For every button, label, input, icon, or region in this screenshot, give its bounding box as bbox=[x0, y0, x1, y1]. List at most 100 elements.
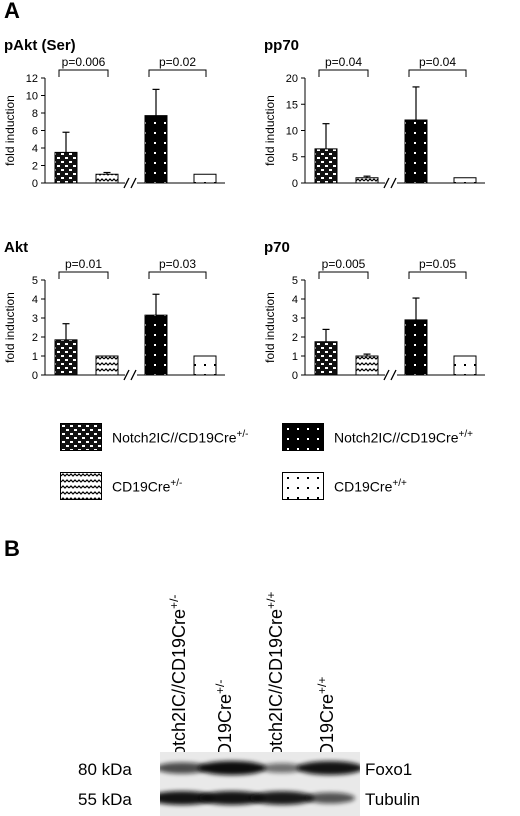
bar bbox=[404, 119, 428, 184]
western-blot-image bbox=[160, 752, 360, 816]
y-tick-label: 0 bbox=[32, 178, 38, 190]
significance-bracket bbox=[148, 69, 207, 77]
blot-band bbox=[160, 791, 216, 805]
y-tick-label: 1 bbox=[292, 351, 298, 363]
significance-bracket bbox=[148, 271, 207, 279]
axis-break-mark bbox=[130, 177, 137, 189]
bar bbox=[144, 314, 168, 376]
axis-break-mark bbox=[383, 369, 390, 381]
axis-break-mark bbox=[123, 369, 130, 381]
legend-swatch-checker bbox=[60, 423, 102, 451]
lane-label-3: Notch2IC//CD19Cre+/+ bbox=[264, 591, 286, 769]
axis-break-mark bbox=[130, 369, 137, 381]
marker-80kda: 80 kDa bbox=[78, 760, 132, 779]
y-tick-label: 8 bbox=[32, 108, 38, 120]
p-value-label: p=0.03 bbox=[159, 257, 196, 271]
blot-band bbox=[260, 763, 304, 773]
axis-break-mark bbox=[123, 177, 130, 189]
axis-break-mark bbox=[390, 177, 397, 189]
y-tick-label: 6 bbox=[32, 126, 38, 138]
legend-label: CD19Cre+/- bbox=[112, 477, 183, 495]
bar bbox=[193, 355, 217, 376]
y-axis-label: fold induction bbox=[3, 95, 17, 166]
blot-band bbox=[198, 761, 266, 775]
chart-title: Akt bbox=[4, 239, 28, 256]
bar bbox=[193, 173, 217, 184]
y-tick-label: 3 bbox=[32, 313, 38, 325]
blot-band bbox=[305, 792, 355, 804]
p-value-label: p=0.006 bbox=[62, 55, 106, 69]
y-tick-label: 10 bbox=[26, 91, 38, 103]
y-tick-label: 2 bbox=[292, 332, 298, 344]
panel-a-letter: A bbox=[4, 0, 20, 23]
p-value-label: p=0.04 bbox=[325, 55, 362, 69]
y-tick-label: 12 bbox=[26, 73, 38, 85]
legend-swatch-dots-dark bbox=[282, 423, 324, 451]
y-tick-label: 5 bbox=[292, 275, 298, 287]
p-value-label: p=0.02 bbox=[159, 55, 196, 69]
significance-bracket bbox=[408, 69, 467, 77]
bar bbox=[314, 341, 338, 376]
bar bbox=[355, 355, 379, 376]
significance-bracket bbox=[318, 271, 369, 279]
bar bbox=[404, 319, 428, 376]
chart-title: p70 bbox=[264, 239, 290, 256]
y-tick-label: 3 bbox=[292, 313, 298, 325]
significance-bracket bbox=[318, 69, 369, 77]
y-tick-label: 0 bbox=[292, 178, 298, 190]
blot-band bbox=[198, 791, 266, 805]
chart-title: pAkt (Ser) bbox=[4, 37, 76, 54]
bar bbox=[95, 355, 119, 376]
y-tick-label: 15 bbox=[286, 99, 298, 111]
blot-band bbox=[160, 762, 208, 774]
legend-swatch-dots-light bbox=[282, 472, 324, 500]
y-axis-label: fold induction bbox=[263, 95, 277, 166]
y-tick-label: 0 bbox=[292, 370, 298, 382]
marker-55kda: 55 kDa bbox=[78, 790, 132, 809]
protein-tubulin: Tubulin bbox=[365, 790, 421, 809]
legend-item-cd19-het: CD19Cre+/- bbox=[60, 472, 182, 500]
significance-bracket bbox=[58, 271, 109, 279]
p-value-label: p=0.01 bbox=[65, 257, 102, 271]
bar bbox=[453, 177, 477, 184]
chart-pakt: pAkt (Ser) fold induction 0 2 4 6 8 10 12 p=0.006… bbox=[3, 37, 225, 190]
chart-title: pp70 bbox=[264, 37, 299, 54]
protein-foxo1: Foxo1 bbox=[365, 760, 413, 779]
legend-item-notch-het: Notch2IC//CD19Cre+/- bbox=[60, 423, 248, 451]
legend-label: Notch2IC//CD19Cre+/+ bbox=[334, 428, 473, 446]
y-tick-label: 2 bbox=[32, 332, 38, 344]
bar bbox=[314, 148, 338, 184]
y-tick-label: 0 bbox=[32, 370, 38, 382]
legend-swatch-zigzag bbox=[60, 472, 102, 500]
lane-label-1: Notch2IC//CD19Cre+/- bbox=[167, 594, 189, 769]
bar bbox=[144, 115, 168, 184]
p-value-label: p=0.05 bbox=[419, 257, 456, 271]
significance-bracket bbox=[408, 271, 467, 279]
y-tick-label: 10 bbox=[286, 126, 298, 138]
legend-label: Notch2IC//CD19Cre+/- bbox=[112, 428, 249, 446]
bar bbox=[95, 173, 119, 184]
blot-band bbox=[249, 791, 315, 805]
y-tick-label: 5 bbox=[32, 275, 38, 287]
legend-label: CD19Cre+/+ bbox=[334, 477, 407, 495]
panel-b-letter: B bbox=[4, 536, 20, 561]
y-tick-label: 1 bbox=[32, 351, 38, 363]
y-tick-label: 5 bbox=[292, 152, 298, 164]
blot-band bbox=[296, 761, 360, 775]
legend-item-notch-hom: Notch2IC//CD19Cre+/+ bbox=[282, 423, 473, 451]
y-tick-label: 20 bbox=[286, 73, 298, 85]
bar bbox=[54, 151, 78, 184]
significance-bracket bbox=[58, 69, 109, 77]
chart-p70: p70 fold induction 0 1 2 3 4 5 p=0.005 p=0.05 bbox=[263, 239, 485, 382]
axis-break-mark bbox=[383, 177, 390, 189]
y-axis-label: fold induction bbox=[263, 292, 277, 363]
chart-pp70: pp70 fold induction 0 5 10 15 20 p=0.04 p=0.04 bbox=[263, 37, 485, 190]
p-value-label: p=0.005 bbox=[322, 257, 366, 271]
y-tick-label: 4 bbox=[32, 294, 38, 306]
y-tick-label: 4 bbox=[292, 294, 298, 306]
y-tick-label: 2 bbox=[32, 161, 38, 173]
y-axis-label: fold induction bbox=[3, 292, 17, 363]
y-tick-label: 4 bbox=[32, 143, 38, 155]
p-value-label: p=0.04 bbox=[419, 55, 456, 69]
chart-akt: Akt fold induction 0 1 2 3 4 5 p=0.01 p=0.03 bbox=[3, 239, 225, 382]
